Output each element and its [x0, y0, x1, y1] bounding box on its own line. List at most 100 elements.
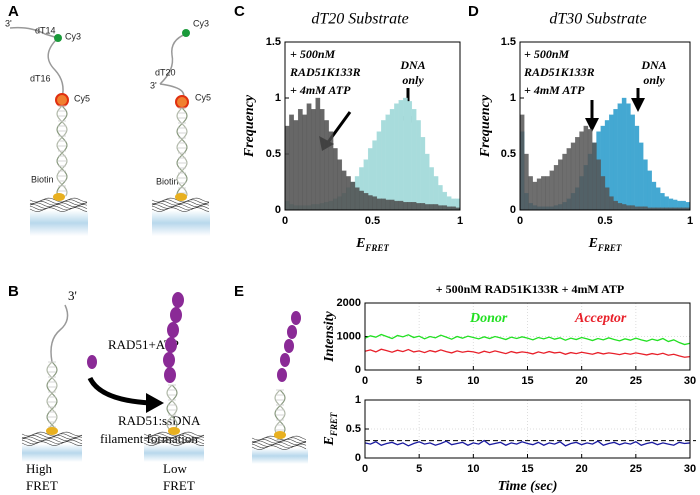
rad51 [172, 292, 184, 308]
plot-frame [519, 41, 691, 211]
histogram-bar [442, 205, 448, 211]
histogram-bar [350, 181, 356, 211]
histogram-bar [407, 202, 413, 211]
annotation: DNA [399, 58, 425, 72]
x-tick-label: 25 [630, 463, 642, 475]
histogram-bar [519, 114, 525, 211]
histogram-bar [579, 131, 584, 211]
label: Biotin [156, 176, 179, 186]
histogram-bar [385, 199, 391, 211]
ssdna [47, 37, 64, 99]
label: RAD51+ATP [108, 337, 179, 352]
histogram-bar [424, 204, 430, 211]
peg-layer [29, 205, 88, 211]
ssdna [50, 304, 69, 363]
histogram-bar [545, 176, 550, 211]
histogram-bar [651, 181, 657, 211]
histogram-bar [332, 148, 338, 211]
axis-label-main: Intensity [322, 310, 337, 362]
label: FRET [163, 478, 195, 493]
x-tick-label: 0 [362, 463, 368, 475]
rad51 [167, 322, 179, 338]
histogram-bar [613, 200, 618, 211]
axis-label-sub: FRET [597, 243, 622, 253]
x-tick-label: 30 [684, 463, 696, 475]
rad51 [165, 337, 177, 353]
histogram-bar [437, 205, 443, 211]
label: Biotin [31, 174, 54, 184]
histogram-bar [293, 120, 299, 211]
histogram-bar [575, 137, 580, 211]
annotation: only [402, 73, 424, 87]
axis-label-main: E [355, 236, 365, 251]
y-tick-label: 0.5 [346, 423, 361, 435]
arrow [87, 376, 151, 406]
histogram-bar [630, 114, 635, 211]
x-tick-label: 0 [282, 215, 288, 227]
biotin [175, 193, 187, 201]
y-tick-label: 0.5 [501, 148, 516, 160]
x-tick-label: 10 [467, 375, 479, 387]
axis-label-main: E [322, 436, 337, 446]
histogram-bar [451, 206, 456, 211]
histogram-bar [341, 170, 347, 211]
x-tick-label: 1 [457, 215, 463, 227]
histogram-bar [354, 187, 360, 211]
histogram-bar [617, 203, 623, 211]
histogram-bar [311, 109, 316, 211]
histogram-bar [359, 190, 364, 211]
histogram-bar [655, 187, 661, 211]
label: FRET [26, 478, 58, 493]
rad51 [284, 339, 294, 353]
histogram-bar [315, 97, 321, 211]
annotation: RAD51K133R [289, 65, 361, 79]
label: 3' [5, 18, 12, 28]
peg-layer [143, 439, 205, 445]
histogram-bar [660, 193, 665, 211]
label: dT14 [35, 25, 56, 35]
histogram-bar [420, 137, 426, 211]
histogram-bar [328, 131, 334, 211]
histogram-bar [394, 200, 399, 211]
histogram-bar [626, 205, 631, 211]
histogram-bar [643, 206, 648, 211]
rad51 [87, 355, 97, 369]
histogram-bar [643, 159, 648, 211]
plot-frame [364, 302, 691, 371]
histogram-bar [398, 200, 404, 211]
histogram-bar [306, 103, 312, 211]
histogram-bar [433, 204, 439, 211]
cy3-dye [182, 29, 190, 37]
histogram-bar [376, 131, 382, 211]
histogram-bar [528, 176, 533, 211]
axis-label-main: Time (sec) [498, 479, 558, 494]
y-tick-label: 0 [275, 204, 281, 216]
histogram-bar [411, 109, 417, 211]
label: Cy5 [195, 92, 211, 102]
peg-layer [21, 441, 83, 446]
histogram-bar [621, 204, 627, 211]
chart-title: + 500nM RAD51K133R + 4mM ATP [436, 282, 624, 296]
histogram-bar [609, 114, 614, 211]
histogram-bar [541, 176, 546, 211]
biotin [168, 427, 180, 435]
histogram-bar [647, 170, 652, 211]
label: dT20 [155, 67, 176, 77]
panel-label: E [234, 283, 244, 300]
annotation: + 4mM ATP [524, 83, 585, 97]
x-tick-label: 30 [684, 375, 696, 387]
histogram-bar [536, 178, 542, 211]
surface [30, 210, 88, 236]
trace [364, 348, 691, 358]
histogram-bar [429, 204, 434, 211]
panel-label: D [468, 3, 479, 20]
histogram-bar [566, 148, 572, 211]
y-tick-label: 1 [510, 92, 516, 104]
axis-label: Time (sec) [498, 479, 558, 494]
y-tick-label: 1.5 [501, 36, 516, 48]
histogram-bar [297, 109, 303, 211]
annotation: + 500nM [290, 47, 336, 61]
label: 3' [150, 80, 157, 90]
histogram-bar [604, 187, 610, 211]
